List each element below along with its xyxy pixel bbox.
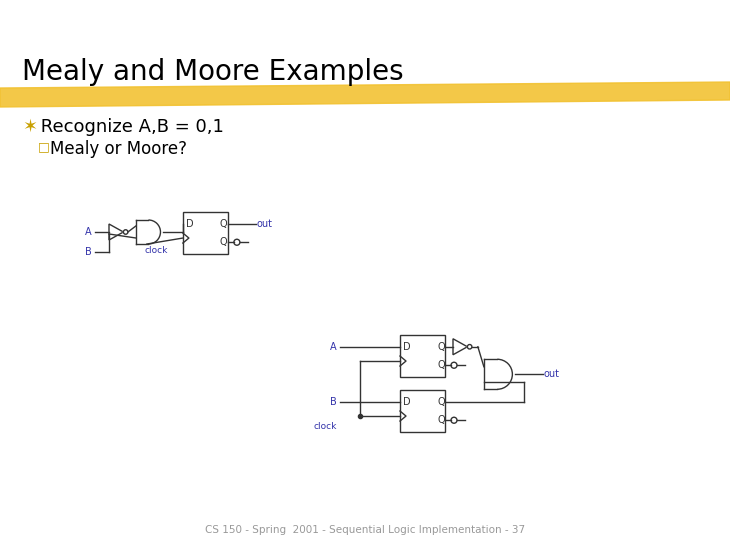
Text: clock: clock bbox=[145, 246, 168, 255]
Bar bbox=[400, 390, 445, 432]
Text: Q: Q bbox=[220, 219, 228, 229]
Bar bbox=[183, 212, 228, 254]
Text: Mealy and Moore Examples: Mealy and Moore Examples bbox=[22, 58, 404, 86]
Text: Q: Q bbox=[437, 360, 445, 370]
Text: A: A bbox=[331, 342, 337, 352]
Text: Q: Q bbox=[220, 237, 228, 247]
Polygon shape bbox=[0, 82, 730, 107]
Text: B: B bbox=[85, 247, 92, 257]
Bar bbox=[400, 335, 445, 377]
Circle shape bbox=[451, 417, 457, 423]
Text: out: out bbox=[257, 219, 273, 229]
Text: Mealy or Moore?: Mealy or Moore? bbox=[50, 140, 187, 158]
Circle shape bbox=[451, 362, 457, 368]
Text: B: B bbox=[330, 397, 337, 407]
Text: D: D bbox=[186, 219, 193, 229]
Circle shape bbox=[123, 230, 128, 234]
Circle shape bbox=[467, 345, 472, 349]
Text: clock: clock bbox=[314, 422, 337, 432]
Text: D: D bbox=[403, 342, 410, 352]
Text: Recognize A,B = 0,1: Recognize A,B = 0,1 bbox=[35, 118, 224, 136]
Text: D: D bbox=[403, 397, 410, 407]
Text: Q: Q bbox=[437, 342, 445, 352]
Text: ✶: ✶ bbox=[22, 118, 37, 136]
Text: out: out bbox=[544, 369, 560, 379]
Circle shape bbox=[234, 239, 240, 245]
Text: □: □ bbox=[38, 140, 50, 153]
Text: A: A bbox=[85, 227, 92, 237]
Text: Q: Q bbox=[437, 397, 445, 407]
Text: CS 150 - Spring  2001 - Sequential Logic Implementation - 37: CS 150 - Spring 2001 - Sequential Logic … bbox=[205, 525, 525, 535]
Text: Q: Q bbox=[437, 415, 445, 425]
